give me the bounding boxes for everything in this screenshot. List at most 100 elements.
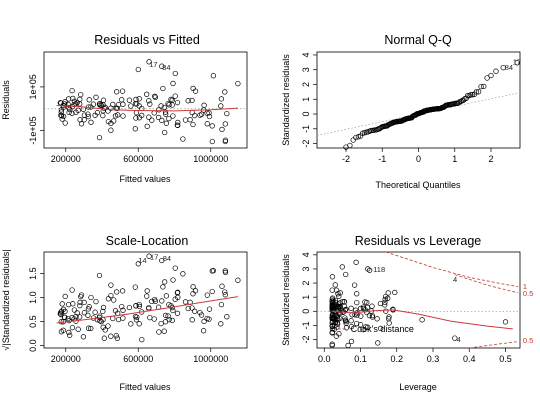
qq-reference-line <box>316 92 521 136</box>
x-tick-label: 1000000 <box>193 154 228 164</box>
data-point <box>180 271 186 277</box>
data-point <box>189 317 195 323</box>
data-point <box>464 92 471 99</box>
data-point <box>144 123 150 129</box>
y-tick-label: 2 <box>301 281 311 286</box>
data-point <box>198 111 205 117</box>
data-point <box>146 114 152 120</box>
data-point <box>354 299 360 306</box>
data-point <box>160 85 166 92</box>
data-point <box>90 101 97 107</box>
data-point <box>81 112 88 118</box>
data-point <box>222 269 229 276</box>
data-point <box>62 120 68 126</box>
data-point <box>156 107 162 113</box>
data-point <box>105 323 111 329</box>
data-point <box>204 292 210 298</box>
data-point <box>382 299 388 306</box>
data-point <box>58 309 64 315</box>
data-point <box>190 291 196 297</box>
x-axis-label: Leverage <box>399 382 437 392</box>
data-point <box>132 126 138 132</box>
data-point <box>144 91 150 97</box>
data-point <box>78 91 84 98</box>
data-point <box>169 317 175 324</box>
outlier-label: 17 <box>513 58 521 67</box>
y-tick-label: 1 <box>301 295 311 300</box>
data-point <box>166 102 172 108</box>
y-tick-label: 0.0 <box>28 339 38 352</box>
data-point <box>67 106 73 113</box>
data-point <box>360 326 366 333</box>
data-point <box>132 101 139 107</box>
data-point <box>62 293 68 300</box>
data-point <box>136 303 143 310</box>
data-point <box>158 103 164 109</box>
data-point <box>139 336 145 343</box>
data-point <box>65 315 71 322</box>
data-point <box>58 109 64 115</box>
data-point <box>222 292 228 298</box>
data-point <box>189 109 195 116</box>
data-point <box>204 110 210 116</box>
data-point <box>108 282 114 288</box>
data-point <box>329 326 336 332</box>
y-tick-label: -2 <box>301 336 311 344</box>
data-point <box>165 100 171 107</box>
data-point <box>359 130 366 136</box>
data-point <box>100 112 106 119</box>
data-point <box>67 332 73 338</box>
data-point <box>136 96 142 102</box>
data-point <box>136 321 142 327</box>
data-point <box>342 317 349 323</box>
data-point <box>108 292 114 299</box>
data-point <box>192 308 198 314</box>
data-point <box>353 307 359 313</box>
cooks-distance-curve <box>385 251 519 287</box>
data-point <box>58 107 65 113</box>
data-point <box>204 315 210 322</box>
outlier-label: 84 <box>162 63 170 72</box>
data-point <box>210 73 217 79</box>
data-point <box>332 319 339 325</box>
data-point <box>332 322 338 329</box>
data-point <box>337 290 343 296</box>
data-point <box>348 305 354 311</box>
plot-frame <box>43 51 248 149</box>
data-point <box>77 302 83 309</box>
plot-area-residuals-vs-leverage: 0.0 0.1 0.2 0.3 0.4 0.5 -2 -1 0 1 2 3 4 Cook's distan… <box>301 251 533 364</box>
data-point <box>514 60 520 66</box>
plot-frame <box>316 251 521 349</box>
data-point <box>100 308 106 315</box>
data-point <box>102 327 108 333</box>
data-point <box>383 308 389 314</box>
data-point <box>85 306 92 312</box>
data-point <box>120 101 126 107</box>
data-point <box>88 119 94 125</box>
data-point <box>460 97 467 103</box>
data-point <box>363 324 369 330</box>
data-point <box>362 299 368 305</box>
cooks-contour-label: 0.5 <box>523 289 533 298</box>
data-point <box>58 329 65 335</box>
data-point <box>161 328 167 334</box>
data-point <box>78 293 84 300</box>
data-point <box>347 142 353 149</box>
data-point <box>168 96 174 103</box>
y-tick-label: 0 <box>301 309 311 314</box>
data-point <box>113 333 119 339</box>
y-tick-label: 1e+05 <box>28 74 38 99</box>
data-point <box>96 272 103 279</box>
y-tick-label: 3 <box>301 67 311 72</box>
data-point <box>166 115 172 122</box>
data-point <box>329 287 335 293</box>
data-point <box>218 321 224 327</box>
x-tick-label: 0.5 <box>499 354 512 364</box>
x-tick-label: 1 <box>452 154 457 164</box>
title-residuals-vs-fitted: Residuals vs Fitted <box>94 33 200 47</box>
data-point <box>159 298 165 304</box>
data-point <box>481 83 487 90</box>
y-axis-label: Residuals <box>1 80 11 120</box>
data-point <box>222 137 229 143</box>
